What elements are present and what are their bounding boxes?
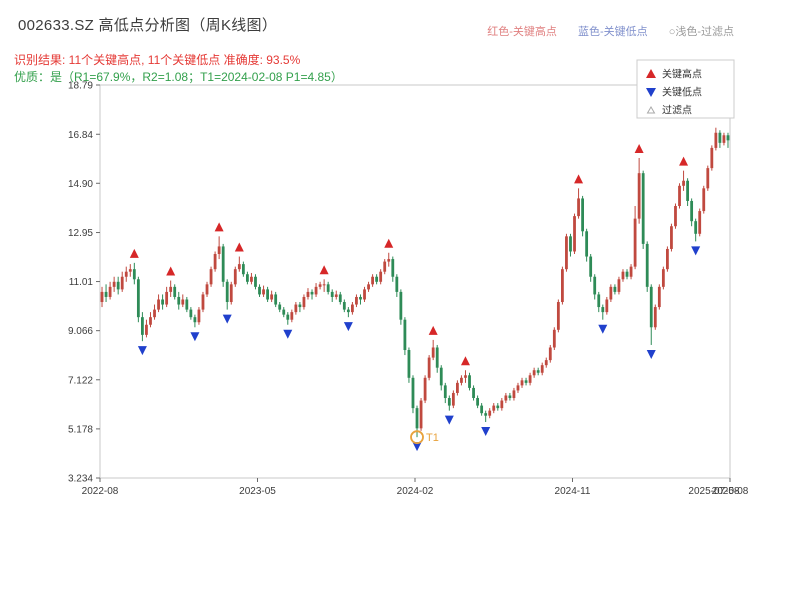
top-legend-key-high: 红色-关键高点 [487,26,557,38]
key-high-triangle-icon [166,266,176,276]
top-legend-filter: ○浅色-过滤点 [668,26,734,38]
candlestick-series [100,127,730,438]
key-low-triangle-icon [137,346,147,356]
key-low-triangle-icon [444,415,454,425]
key-high-triangle-icon [234,242,244,252]
key-high-triangle-icon [319,265,329,275]
svg-text:2025-08: 2025-08 [712,486,749,497]
svg-text:11.01: 11.01 [69,277,94,288]
key-low-triangle-icon [343,322,353,332]
svg-text:2024-11: 2024-11 [555,486,591,497]
x-end-date-label: 2025-07-08 [688,486,740,497]
svg-text:16.84: 16.84 [68,130,93,141]
key-high-triangle-icon [129,248,139,258]
key-low-triangle-icon [646,349,656,359]
key-high-triangle-icon [384,238,394,248]
svg-text:关键高点: 关键高点 [662,68,702,81]
recognition-result: 识别结果: 11个关键高点, 11个关键低点 准确度: 93.5% [14,53,301,67]
t1-annotation: T1 [410,430,439,445]
svg-text:14.90: 14.90 [68,179,93,190]
key-low-triangle-icon [691,246,701,256]
key-high-triangle-icon [679,156,689,166]
svg-text:3.234: 3.234 [68,474,93,485]
legend-key-high-icon [646,69,656,78]
svg-text:关键低点: 关键低点 [662,86,702,99]
legend-key-low-icon [646,88,656,97]
x-axis: 2022-08 2023-05 2024-02 2024-11 2025-082025-… [82,478,749,497]
key-high-triangle-icon [460,356,470,366]
key-high-triangle-icon [634,144,644,154]
top-legend-key-low: 蓝色-关键低点 [577,26,648,38]
svg-text:2022-08: 2022-08 [82,486,119,497]
t1-circle-icon [410,430,424,445]
key-high-triangle-icon [428,325,438,335]
key-low-triangle-icon [190,332,200,342]
key-low-triangle-icon [598,324,608,334]
svg-text:5.178: 5.178 [68,424,93,435]
key-low-triangle-icon [283,329,293,339]
legend-filter-point-icon [646,106,656,114]
quality-line: 优质：是（R1=67.9%，R2=1.08；T1=2024-02-08 P1=4… [14,70,343,84]
svg-text:18.79: 18.79 [68,81,93,92]
key-low-triangle-icon [222,314,232,324]
svg-text:9.066: 9.066 [68,326,93,337]
key-high-triangle-icon [574,174,584,184]
t1-label: T1 [426,432,439,444]
svg-text:12.95: 12.95 [68,228,93,239]
key-low-triangle-icon [481,427,491,437]
key-low-triangle-icon [412,442,422,452]
plot-frame [99,84,731,479]
y-axis: 18.79 16.84 14.90 12.95 11.01 9.066 7.122 5.178… [68,81,100,485]
key-low-markers [137,246,701,452]
svg-text:过滤点: 过滤点 [662,104,692,117]
svg-text:2024-02: 2024-02 [397,486,434,497]
svg-text:7.122: 7.122 [68,375,93,386]
key-high-markers [129,144,689,366]
key-high-triangle-icon [214,222,224,232]
top-legend: 红色-关键高点 蓝色-关键低点 ○浅色-过滤点 [469,23,734,39]
page-title: 002633.SZ 高低点分析图（周K线图） [18,17,278,34]
svg-text:2023-05: 2023-05 [239,486,276,497]
